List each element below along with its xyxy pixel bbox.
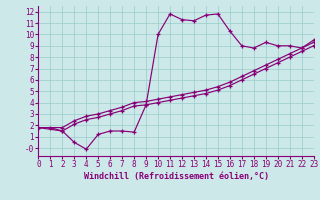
X-axis label: Windchill (Refroidissement éolien,°C): Windchill (Refroidissement éolien,°C)	[84, 172, 268, 181]
